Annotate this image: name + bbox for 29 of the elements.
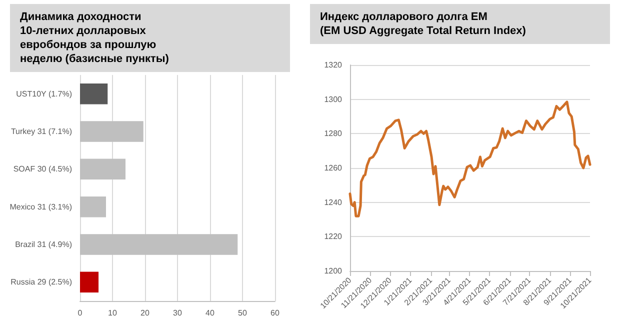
bar (80, 196, 106, 218)
bar (80, 158, 126, 180)
bar (80, 83, 108, 104)
y-tick-label: 1220 (324, 232, 343, 242)
x-tick-label: 60 (270, 308, 280, 318)
bar (80, 234, 238, 255)
y-tick-label: 1240 (324, 198, 343, 207)
x-tick-label: 50 (238, 308, 248, 318)
chart-title: Индекс долларового долга EM (EM USD Aggregate Total Return Index) (320, 11, 526, 37)
x-tick-label: 10 (108, 308, 118, 318)
y-tick-label: 1260 (324, 164, 343, 172)
y-tick-label: UST10Y (1.7%) (16, 89, 72, 98)
chart-title: Динамика доходности 10-летних долларовых евробондов за прошлую неделю (базисные пункты) (20, 11, 170, 65)
y-tick-label: 1280 (324, 129, 343, 138)
bar (80, 121, 144, 142)
x-tick-label: 40 (206, 308, 215, 318)
line-series (348, 100, 592, 218)
y-tick-label: Turkey 31 (7.1%) (10, 127, 72, 136)
y-tick-label: Russia 29 (2.5%) (10, 278, 72, 287)
y-tick-label: 1200 (324, 266, 343, 276)
y-tick-label: Brazil 31 (4.9%) (15, 240, 72, 249)
y-tick-label: Mexico 31 (3.1%) (10, 202, 72, 212)
y-tick-label: 1320 (324, 60, 343, 70)
bar (80, 272, 99, 293)
x-tick-label: 30 (173, 308, 182, 318)
x-tick-label: 0 (78, 308, 83, 318)
x-tick-label: 20 (140, 308, 150, 318)
y-tick-label: SOAF 30 (4.5%) (13, 164, 72, 174)
y-tick-label: 1300 (324, 94, 343, 104)
